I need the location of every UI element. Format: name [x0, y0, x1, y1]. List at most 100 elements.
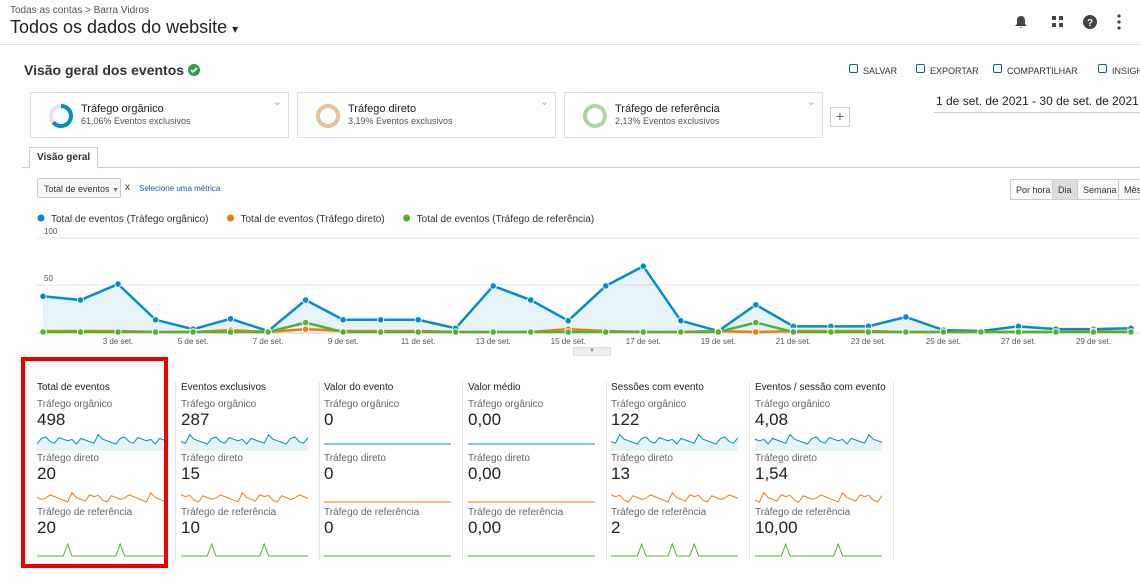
x-tick-label: 3 de set.: [103, 337, 134, 346]
y-tick-label: 100: [44, 227, 58, 236]
segment-detail: 61,06% Eventos exclusivos: [81, 116, 191, 126]
x-tick-label: 21 de set.: [776, 337, 811, 346]
add-segment[interactable]: +: [830, 107, 850, 127]
legend-label: Total de eventos (Tráfego direto): [241, 214, 385, 225]
scorecard-value: 0,00: [468, 518, 502, 537]
scorecard-label: Tráfego de referência: [181, 507, 277, 518]
breadcrumb[interactable]: Todas as contas > Barra Vidros: [10, 5, 150, 16]
sparkline-line: [37, 491, 165, 503]
apps-icon[interactable]: [1052, 16, 1063, 27]
sparkline: [755, 433, 883, 451]
data-point: [226, 315, 235, 323]
help-icon[interactable]: [1083, 15, 1097, 29]
data-point: [76, 296, 85, 304]
tab-line: [22, 167, 1140, 168]
sparkline-area: [755, 434, 882, 451]
action-button[interactable]: COMPARTILHAR: [1007, 66, 1078, 76]
metric-select[interactable]: Total de eventos ▼: [37, 178, 121, 198]
sparkline-line: [755, 542, 882, 557]
help-mark: ?: [1087, 18, 1093, 29]
granularity-button[interactable]: Semana: [1077, 179, 1123, 200]
donut-arc: [583, 104, 607, 128]
date-range[interactable]: 1 de set. de 2021 - 30 de set. de 2021: [936, 94, 1139, 108]
data-point: [527, 328, 535, 336]
scorecard-title: Eventos / sessão com evento: [755, 382, 886, 393]
scorecard-label: Tráfego direto: [611, 453, 673, 464]
data-point: [977, 328, 985, 336]
scorecard-value: 0: [324, 518, 334, 537]
report-name: Visão geral dos eventos: [24, 62, 185, 78]
granularity-button[interactable]: Dia: [1052, 179, 1078, 200]
metric-selected: Total de eventos: [44, 184, 110, 194]
tab[interactable]: Visão geral: [29, 147, 99, 169]
sparkline-line: [181, 433, 309, 445]
scorecard-title: Valor médio: [468, 382, 521, 393]
sparkline: [755, 542, 882, 557]
menu-icon[interactable]: [1117, 14, 1121, 30]
segment-donut: [583, 104, 607, 128]
metric-link[interactable]: Selecione uma métrica: [139, 184, 221, 193]
scorecard-label: Tráfego direto: [755, 453, 817, 464]
action-label: INSIGH: [1112, 66, 1140, 76]
sparkline: [181, 491, 309, 503]
x-tick-label: 15 de set.: [551, 337, 586, 346]
action-label: SALVAR: [863, 66, 898, 76]
legend-dot: [403, 214, 411, 222]
sparkline: [37, 542, 164, 557]
sparkline: [181, 542, 308, 557]
data-point: [264, 328, 272, 336]
x-tick-label: 17 de set.: [626, 337, 661, 346]
sparkline-line: [755, 433, 883, 445]
segment-card[interactable]: Tráfego direto 3,19% Eventos exclusivos ⌄: [297, 92, 556, 138]
action-button[interactable]: EXPORTAR: [930, 66, 979, 76]
data-point: [639, 262, 647, 270]
data-point: [114, 328, 122, 336]
x-tick-label: 7 de set.: [253, 337, 284, 346]
resize-handle[interactable]: ▼: [573, 347, 611, 356]
action-button[interactable]: INSIGH: [1112, 66, 1140, 76]
series-area: [43, 266, 1131, 332]
scorecard-title: Sessões com evento: [611, 382, 704, 393]
granularity-button[interactable]: Mês: [1118, 179, 1140, 200]
segment-caret: ⌄: [539, 96, 549, 108]
data-point: [452, 328, 460, 336]
sparkline-line: [611, 542, 738, 557]
x-tick-label: 9 de set.: [328, 337, 359, 346]
data-point: [752, 328, 760, 336]
sparkline: [468, 501, 595, 503]
metric-close[interactable]: x: [125, 182, 130, 193]
bell-icon[interactable]: [1015, 16, 1027, 28]
scorecard-label: Tráfego orgânico: [468, 399, 544, 410]
view-title[interactable]: Todos os dados do website ▾: [10, 17, 238, 38]
scorecard-value: 2: [611, 518, 621, 537]
segment-detail: 2,13% Eventos exclusivos: [615, 116, 720, 126]
scorecard: Eventos / sessão com evento Tráfego orgân…: [755, 382, 894, 560]
scorecard: Sessões com evento Tráfego orgânico 122 Trá…: [611, 382, 750, 560]
data-point: [1127, 328, 1135, 336]
data-point: [1052, 328, 1060, 336]
data-point: [789, 328, 797, 336]
legend-label: Total de eventos (Tráfego de referência): [417, 214, 595, 225]
data-point: [564, 328, 572, 336]
sparkline-area: [37, 434, 164, 451]
data-point: [902, 328, 910, 336]
series-line: [43, 321, 1131, 334]
segment-donut: [49, 104, 73, 128]
segment-card[interactable]: Tráfego de referência 2,13% Eventos exclu…: [564, 92, 823, 138]
scorecard-label: Tráfego orgânico: [755, 399, 831, 410]
segment-card[interactable]: Tráfego orgânico 61,06% Eventos exclusivo…: [30, 92, 289, 138]
scorecard: Valor médio Tráfego orgânico 0,00 Tráfego d…: [468, 382, 607, 560]
sparkline-line: [37, 433, 165, 445]
series-line: [42, 264, 1132, 333]
action-button[interactable]: SALVAR: [863, 66, 897, 76]
data-point: [226, 328, 235, 336]
scorecard-label: Tráfego de referência: [37, 507, 133, 518]
scorecard: Total de eventos Tráfego orgânico 498 Tráfe…: [37, 382, 176, 560]
granularity-button[interactable]: Por hora: [1010, 179, 1057, 200]
segment-detail: 3,19% Eventos exclusivos: [348, 116, 453, 126]
highlight-box: [21, 357, 168, 568]
scorecard-label: Tráfego orgânico: [611, 399, 687, 410]
view-name[interactable]: Todos os dados do website: [10, 17, 228, 37]
sparkline: [755, 491, 883, 503]
x-tick-label: 13 de set.: [476, 337, 511, 346]
